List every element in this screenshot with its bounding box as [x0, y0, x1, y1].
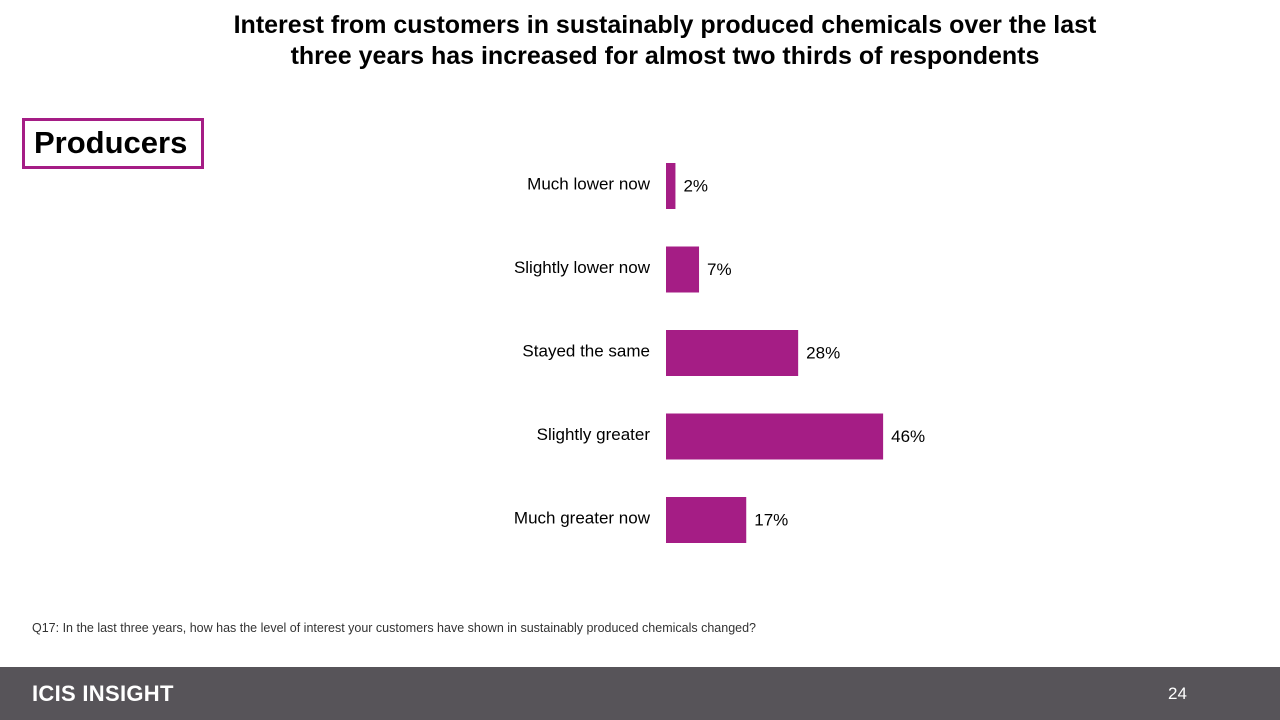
category-label: Slightly lower now	[514, 258, 651, 277]
category-label: Slightly greater	[537, 425, 651, 444]
data-label: 28%	[806, 343, 840, 362]
segment-label: Producers	[22, 118, 204, 169]
data-label: 7%	[707, 260, 732, 279]
category-label: Much lower now	[527, 174, 651, 193]
bar-chart: Much lower now 2% Slightly lower now 7% Stay…	[514, 163, 925, 543]
data-label: 46%	[891, 427, 925, 446]
category-label: Much greater now	[514, 508, 651, 527]
page-number: 24	[1168, 684, 1187, 703]
bar	[666, 330, 799, 376]
bar	[666, 413, 884, 460]
bar	[666, 246, 700, 293]
footer-bar: ICIS INSIGHT 24	[0, 667, 1280, 720]
bar	[666, 497, 747, 543]
data-label: 2%	[683, 176, 708, 195]
category-label: Stayed the same	[522, 341, 650, 360]
bar	[666, 163, 676, 209]
chart-title: Interest from customers in sustainably p…	[140, 10, 1190, 72]
segment-label-text: Producers	[34, 124, 188, 160]
survey-question: Q17: In the last three years, how has th…	[32, 621, 757, 635]
data-label: 17%	[754, 510, 788, 529]
chart-title-line-1: Interest from customers in sustainably p…	[233, 11, 1097, 39]
chart-title-line-2: three years has increased for almost two…	[290, 42, 1040, 70]
brand-logo-text: ICIS INSIGHT	[32, 681, 174, 706]
